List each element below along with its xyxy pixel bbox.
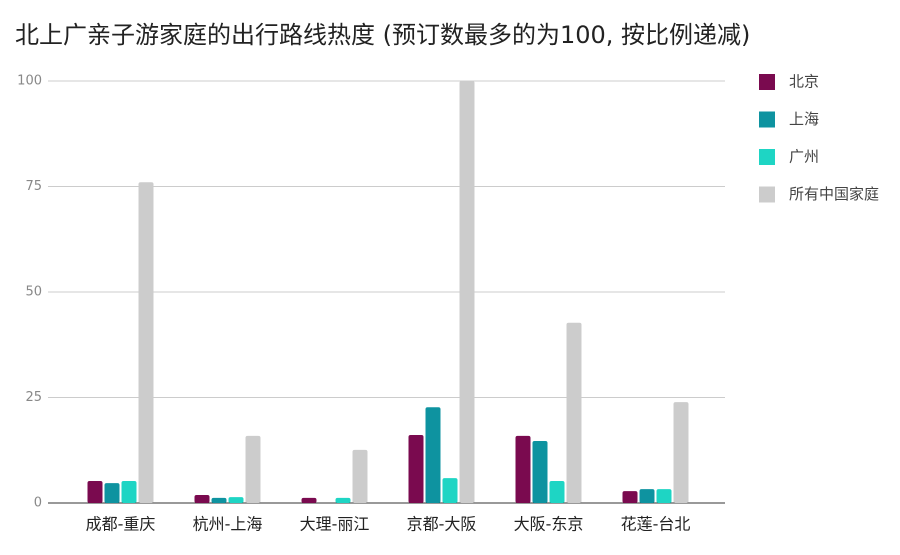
bar (352, 449, 368, 503)
x-tick-label: 大阪-东京 (514, 515, 584, 534)
bar (335, 497, 351, 503)
bar (87, 481, 103, 503)
bar (549, 481, 565, 503)
bar (245, 435, 261, 503)
bar (121, 481, 137, 503)
x-tick-label: 花莲-台北 (621, 515, 691, 534)
bar (459, 81, 475, 503)
legend-swatch (759, 111, 775, 128)
legend-label: 广州 (789, 148, 819, 166)
bar (211, 497, 227, 503)
bar (138, 182, 154, 503)
bar (673, 402, 689, 503)
bar (442, 478, 458, 503)
y-tick-label: 100 (17, 74, 42, 89)
x-tick-label: 杭州-上海 (193, 515, 263, 534)
bar (532, 440, 548, 503)
bar (194, 494, 210, 503)
bar (425, 407, 441, 503)
y-tick-label: 0 (34, 496, 42, 511)
legend-label: 所有中国家庭 (789, 185, 879, 203)
y-tick-label: 25 (25, 390, 42, 405)
bar (301, 497, 317, 503)
bar (515, 435, 531, 503)
bar (656, 489, 672, 503)
legend-swatch (759, 74, 775, 90)
bar (228, 497, 244, 503)
legend-label: 上海 (789, 110, 819, 128)
bar (639, 489, 655, 503)
legend-swatch (759, 149, 775, 165)
bar (566, 322, 582, 503)
x-tick-label: 大理-丽江 (300, 515, 370, 534)
x-tick-label: 成都-重庆 (86, 515, 156, 534)
chart-title: 北上广亲子游家庭的出行路线热度 (预订数最多的为100, 按比例递减) (15, 21, 750, 49)
y-tick-label: 50 (25, 285, 42, 300)
y-tick-label: 75 (25, 179, 42, 194)
x-tick-label: 京都-大阪 (407, 515, 477, 534)
legend-label: 北京 (789, 73, 819, 91)
bar (622, 491, 638, 503)
bar (408, 435, 424, 503)
bar (104, 483, 120, 503)
legend-swatch (759, 186, 775, 203)
